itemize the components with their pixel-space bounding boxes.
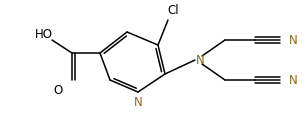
Text: N: N <box>196 54 204 66</box>
Text: N: N <box>289 73 298 87</box>
Text: Cl: Cl <box>167 3 179 17</box>
Text: O: O <box>53 84 63 96</box>
Text: HO: HO <box>35 27 53 41</box>
Text: N: N <box>134 96 142 108</box>
Text: N: N <box>289 33 298 46</box>
